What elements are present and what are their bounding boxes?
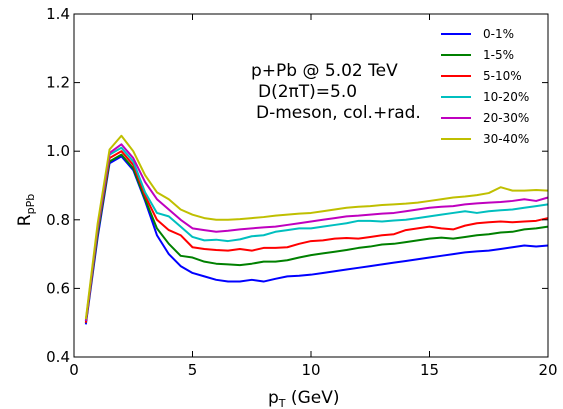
y-tick-label-3: 1.0: [46, 142, 70, 160]
series-line-4: [84, 143, 549, 322]
annotation-diffusion: D(2πT)=5.0: [258, 82, 357, 102]
legend-label-5: 30-40%: [483, 132, 529, 146]
legend-label-1: 1-5%: [483, 48, 514, 62]
series-lines: [84, 134, 549, 325]
y-tick-label-1: 0.6: [46, 279, 70, 297]
y-tick-label-5: 1.4: [46, 5, 70, 23]
x-tick-label-1: 5: [188, 361, 198, 379]
x-tick-label-0: 0: [69, 361, 79, 379]
y-tick-label-0: 0.4: [46, 348, 70, 366]
series-line-5: [84, 134, 549, 320]
legend-label-3: 10-20%: [483, 90, 529, 104]
series-line-1: [84, 153, 549, 323]
legend-label-0: 0-1%: [483, 27, 514, 41]
legend-label-4: 20-30%: [483, 111, 529, 125]
series-line-2: [84, 150, 549, 323]
x-tick-label-2: 10: [301, 361, 320, 379]
x-tick-label-4: 20: [538, 361, 557, 379]
y-axis-label-main: R: [15, 214, 35, 226]
x-axis-label-main: p: [268, 388, 279, 408]
x-tick-label-3: 15: [420, 361, 439, 379]
y-tick-label-2: 0.8: [46, 211, 70, 229]
annotation-particle: D-meson, col.+rad.: [256, 103, 421, 123]
legend: 0-1% 1-5% 5-10% 10-20% 20-30% 30-40%: [441, 27, 529, 146]
annotation-system: p+Pb @ 5.02 TeV: [251, 61, 398, 81]
x-axis-label-unit: (GeV): [286, 388, 340, 408]
y-axis-label: RpPb: [15, 194, 37, 226]
y-tick-label-4: 1.2: [46, 74, 70, 92]
series-line-3: [84, 146, 549, 322]
y-axis-label-sub: pPb: [24, 194, 37, 215]
x-axis-label-sub: T: [278, 397, 286, 409]
axis-ticks: 0 5 10 15 20 0.4 0.6 0.8 1.0 1.2 1.4: [46, 5, 557, 379]
x-axis-label: pT (GeV): [268, 388, 339, 409]
legend-label-2: 5-10%: [483, 69, 522, 83]
series-line-0: [84, 155, 549, 325]
